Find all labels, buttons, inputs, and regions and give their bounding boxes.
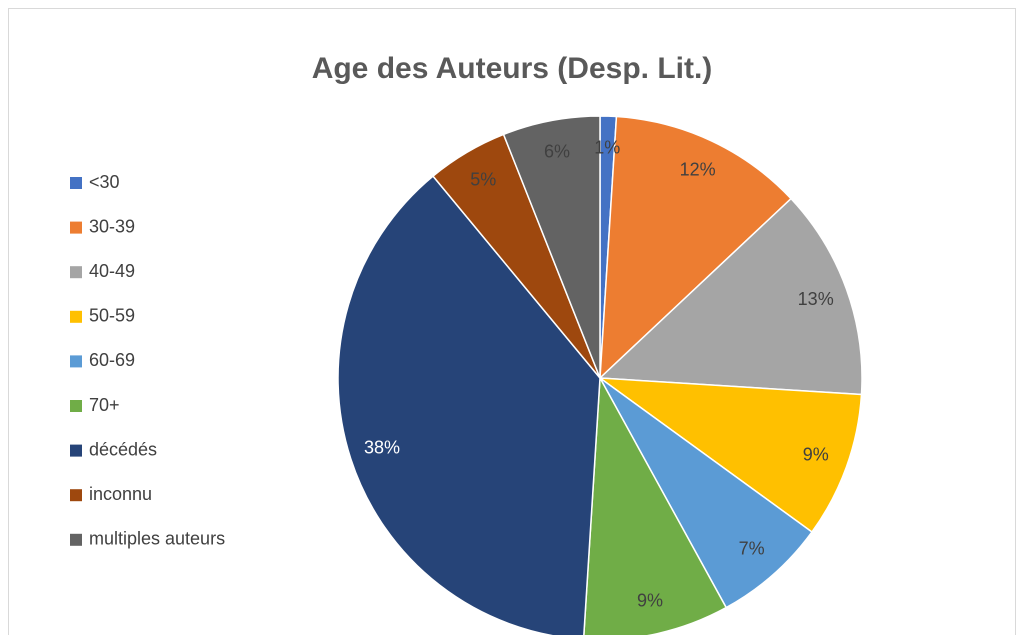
pie-slice [502,115,601,379]
legend-label: multiples auteurs [89,529,225,549]
legend-swatch [70,533,82,546]
data-label: 9% [803,444,829,464]
pie-slice [583,375,728,635]
data-label: 7% [739,539,765,559]
data-label: 6% [544,142,570,162]
pie-slice [598,197,863,396]
legend-swatch [70,400,82,412]
pie-slice [337,175,601,635]
data-label: 1% [594,138,620,158]
legend-label: 70+ [89,395,120,415]
legend-swatch [70,177,82,189]
legend-swatch [70,221,82,234]
legend-swatch [70,444,82,457]
pie-slice [599,115,793,380]
legend-label: décédés [89,439,157,459]
data-label: 9% [637,590,663,610]
data-label: 5% [470,169,496,189]
legend-swatch [70,310,82,323]
data-label: 13% [798,289,834,309]
legend-label: <30 [89,172,120,192]
data-label: 38% [364,438,400,458]
legend-swatch [70,489,82,502]
data-label: 12% [680,159,716,179]
chart-title: Age des Auteurs (Desp. Lit.) [312,52,713,85]
legend-label: 40-49 [89,261,135,281]
pie-slice [599,377,814,609]
legend-label: inconnu [89,484,152,504]
pie-slice [597,377,863,534]
legend-label: 60-69 [89,350,135,370]
legend-swatch [70,355,82,368]
legend-label: 50-59 [89,306,135,326]
legend-swatch [70,266,82,279]
legend-label: 30-39 [89,216,135,236]
